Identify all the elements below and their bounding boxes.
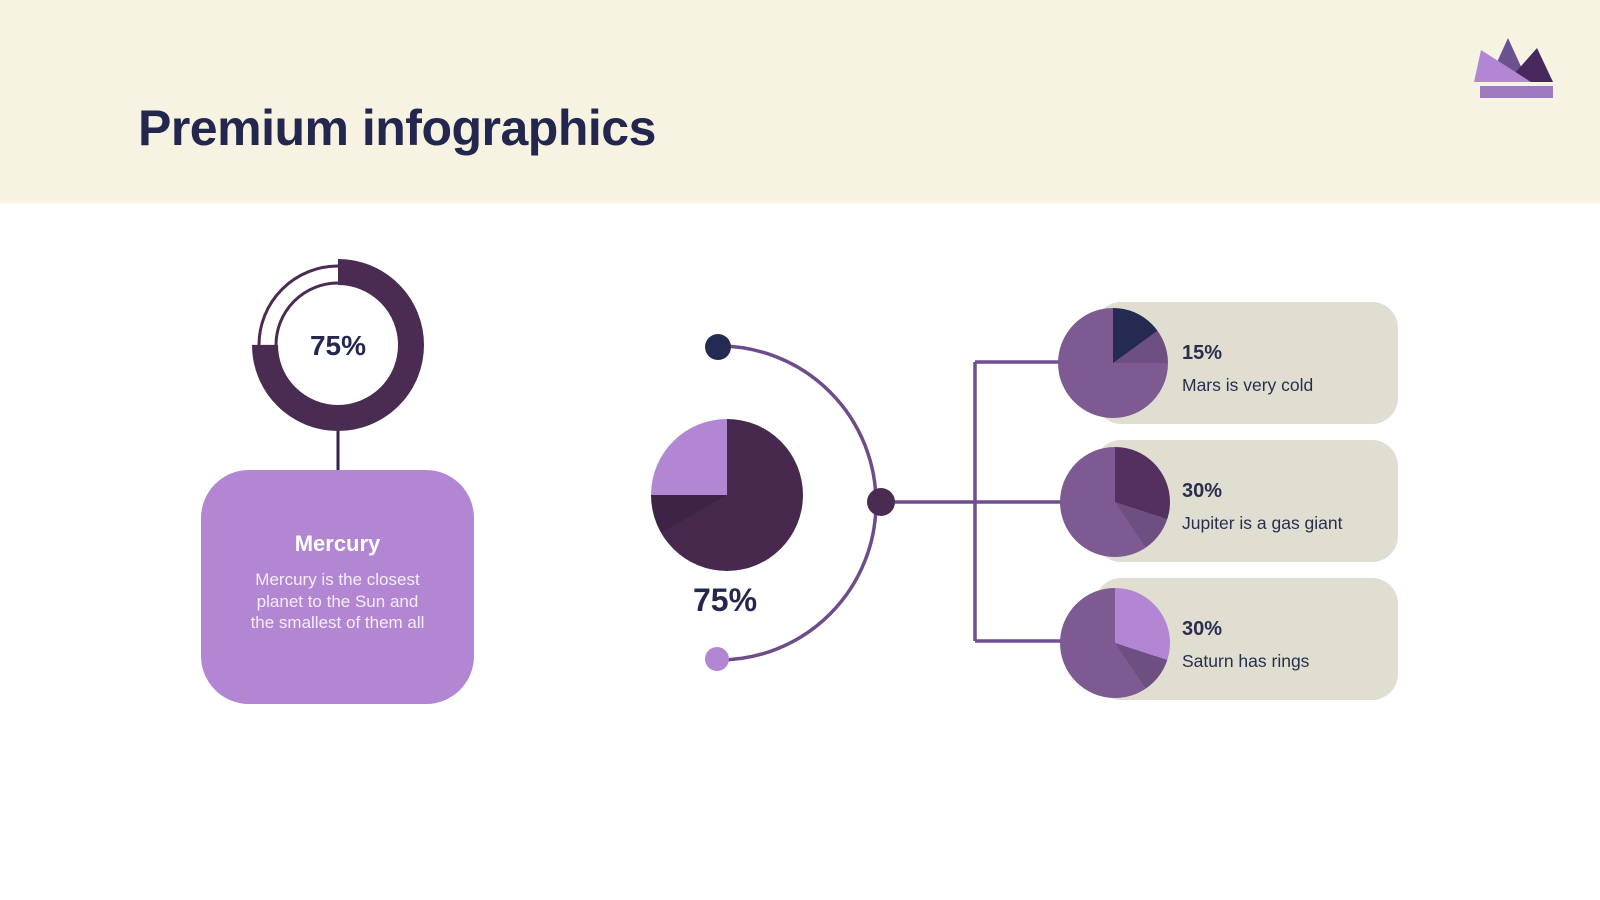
- mars-percent: 15%: [1182, 341, 1223, 364]
- mercury-card: Mercury Mercury is the closest planet to…: [201, 470, 474, 704]
- page-title: Premium infographics: [138, 100, 656, 156]
- saturn-label: Saturn has rings: [1182, 650, 1310, 671]
- saturn-pie-chart: [1060, 588, 1170, 698]
- bottom-node-dot: [705, 647, 729, 671]
- center-pie-percent-label: 75%: [692, 582, 758, 618]
- top-node-dot: [705, 334, 731, 360]
- mercury-text-line: the smallest of them all: [250, 613, 425, 632]
- mars-pie-chart: [1058, 308, 1168, 418]
- mars-label: Mars is very cold: [1182, 374, 1314, 395]
- bracket-connector: [973, 360, 1061, 643]
- saturn-percent: 30%: [1182, 617, 1223, 640]
- mercury-donut-chart: [252, 259, 424, 474]
- mercury-text-line: Mercury is the closest: [255, 570, 420, 589]
- jupiter-pie-chart: [1060, 447, 1170, 557]
- middle-node-dot: [867, 488, 895, 516]
- jupiter-label: Jupiter is a gas giant: [1182, 512, 1343, 533]
- donut-percent-label: 75%: [309, 330, 367, 361]
- mercury-card-title: Mercury: [294, 531, 381, 556]
- mercury-text-line: planet to the Sun and: [256, 591, 419, 611]
- center-pie-chart: [651, 419, 803, 571]
- mercury-card-text: Mercury is the closest planet to the Sun…: [201, 569, 474, 634]
- header-band: Premium infographics: [0, 0, 1600, 203]
- crown-icon: [1474, 38, 1553, 98]
- jupiter-percent: 30%: [1182, 479, 1223, 502]
